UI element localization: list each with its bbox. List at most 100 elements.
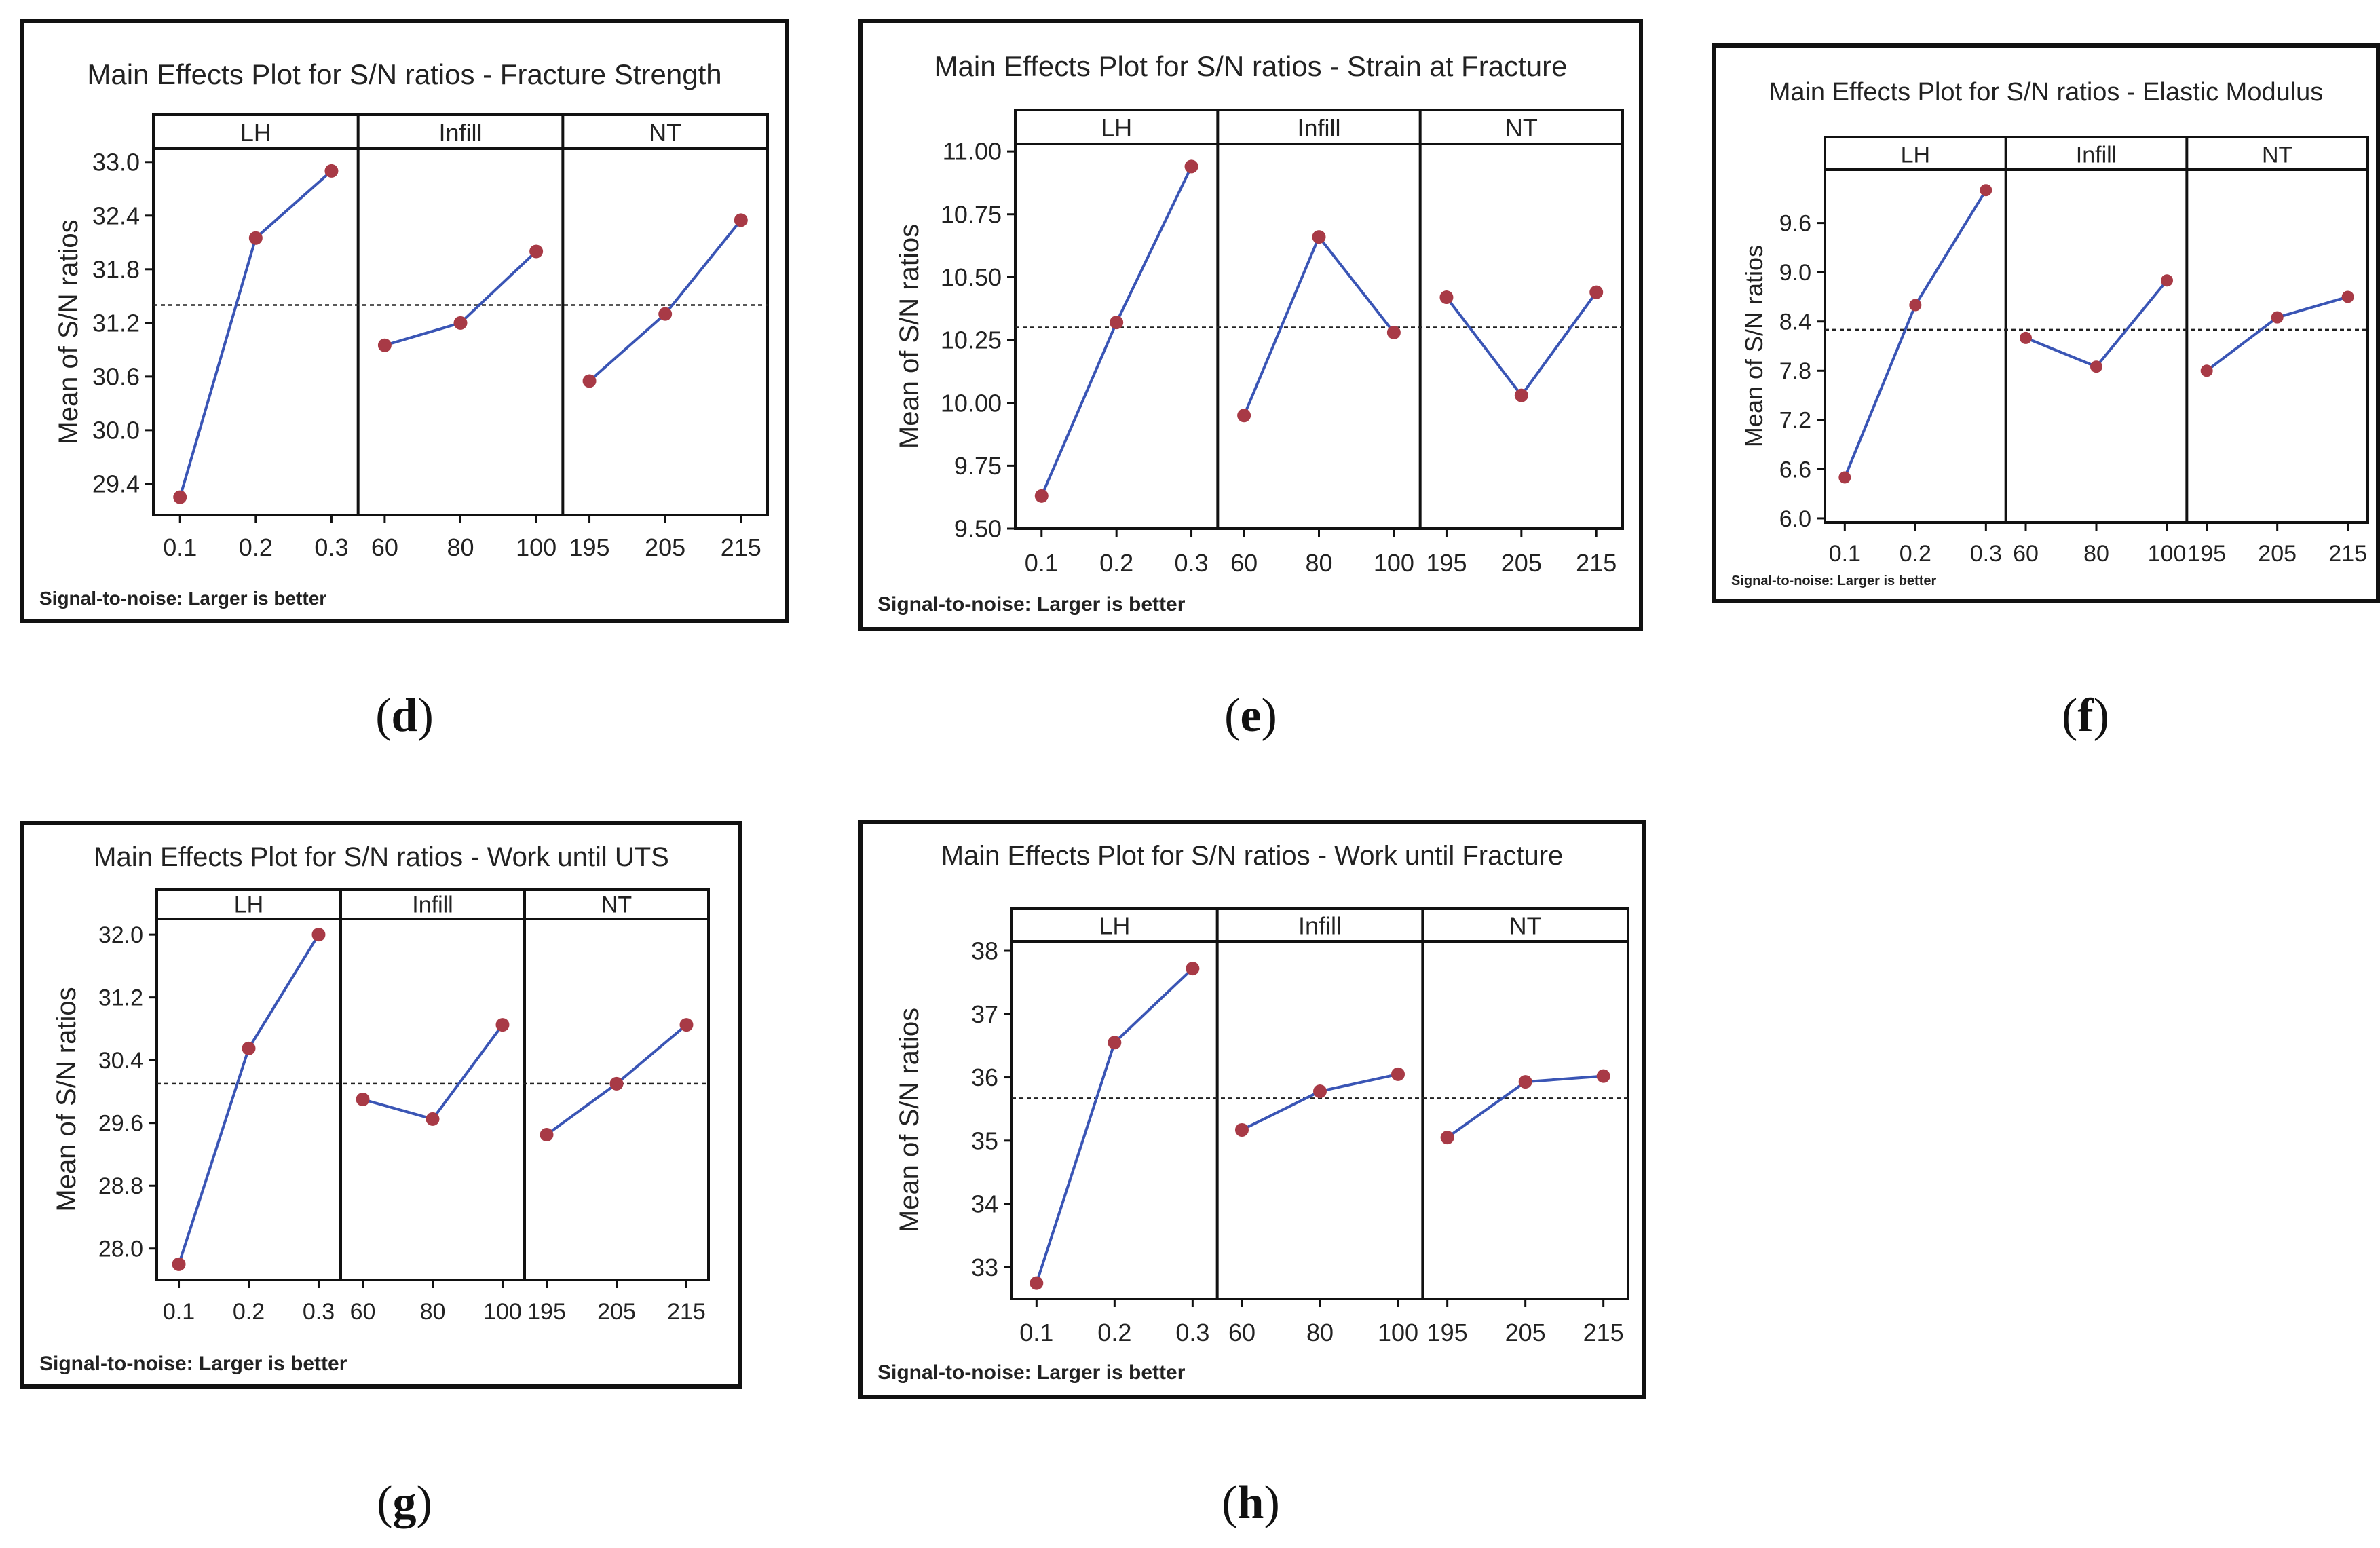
panel-label: Infill (2076, 142, 2117, 168)
data-point (1186, 962, 1200, 976)
panel-label: LH (234, 892, 263, 918)
x-tick-label: 195 (1427, 1319, 1468, 1346)
x-tick-label: 80 (2083, 541, 2109, 567)
y-axis-label: Mean of S/N ratios (894, 224, 924, 449)
y-tick-label: 34 (971, 1190, 998, 1218)
y-tick-label: 38 (971, 937, 998, 965)
data-point (540, 1128, 554, 1142)
data-point (1391, 1067, 1405, 1081)
data-point (609, 1076, 624, 1091)
chart-title: Main Effects Plot for S/N ratios - Strai… (934, 50, 1568, 82)
x-tick-label: 0.1 (1019, 1319, 1053, 1346)
panel-label: Infill (412, 892, 453, 918)
y-tick-label: 28.0 (98, 1236, 143, 1262)
data-point (2020, 331, 2032, 344)
data-point (1514, 388, 1528, 402)
y-tick-label: 36 (971, 1063, 998, 1091)
y-tick-label: 29.4 (92, 470, 140, 498)
y-tick-label: 6.0 (1779, 506, 1811, 532)
data-point (356, 1093, 370, 1106)
panel-header-strip (1824, 136, 2369, 171)
x-tick-label: 215 (1576, 549, 1617, 577)
y-axis-label: Mean of S/N ratios (52, 987, 81, 1211)
x-tick-label: 215 (667, 1299, 706, 1325)
y-tick-label: 10.75 (941, 200, 1002, 228)
x-tick-label: 60 (350, 1299, 376, 1325)
x-tick-label: 60 (2013, 541, 2039, 567)
signal-to-noise-note: Signal-to-noise: Larger is better (1731, 573, 1936, 588)
data-point (2271, 311, 2284, 324)
x-tick-label: 0.2 (1900, 541, 1931, 567)
data-point (1980, 184, 1992, 197)
x-tick-label: 205 (1505, 1319, 1546, 1346)
data-point (1030, 1276, 1044, 1290)
x-tick-label: 0.3 (303, 1299, 335, 1325)
data-point (2341, 290, 2354, 303)
chart-frame-e: Main Effects Plot for S/N ratios - Strai… (858, 19, 1643, 631)
x-tick-label: 80 (447, 533, 474, 561)
chart-title: Main Effects Plot for S/N ratios - Elast… (1769, 78, 2324, 107)
plot-area (1014, 143, 1624, 530)
y-tick-label: 9.6 (1779, 211, 1811, 237)
x-tick-label: 0.3 (314, 533, 348, 561)
y-tick-label: 7.2 (1779, 408, 1811, 434)
data-point (1440, 1131, 1454, 1145)
chart-frame-f: Main Effects Plot for S/N ratios - Elast… (1712, 43, 2380, 603)
data-point (311, 928, 326, 942)
x-tick-label: 195 (2187, 541, 2226, 567)
panel-header-strip (1010, 907, 1629, 943)
data-point (1234, 1122, 1249, 1137)
y-tick-label: 37 (971, 1000, 998, 1028)
x-tick-label: 195 (527, 1299, 566, 1325)
x-tick-label: 205 (645, 533, 685, 561)
y-tick-label: 8.4 (1779, 309, 1811, 335)
data-point (1589, 285, 1604, 299)
y-tick-label: 30.4 (98, 1048, 143, 1074)
x-tick-label: 60 (371, 533, 398, 561)
y-tick-label: 32.0 (98, 922, 143, 948)
y-tick-label: 9.75 (954, 452, 1002, 480)
data-point (1313, 1084, 1327, 1099)
data-point (2090, 360, 2102, 373)
y-tick-label: 9.50 (954, 515, 1002, 543)
chart-frame-g: Main Effects Plot for S/N ratios - Work … (20, 821, 742, 1389)
y-tick-label: 33.0 (92, 148, 140, 176)
x-tick-label: 0.2 (239, 533, 273, 561)
chart-frame-d: Main Effects Plot for S/N ratios - Fract… (20, 19, 789, 623)
plot-area (1824, 168, 2369, 524)
y-tick-label: 6.6 (1779, 457, 1811, 483)
signal-to-noise-note: Signal-to-noise: Larger is better (877, 1361, 1186, 1384)
chart-e: Main Effects Plot for S/N ratios - Strai… (877, 50, 1624, 616)
chart-h: Main Effects Plot for S/N ratios - Work … (877, 841, 1629, 1384)
chart-title: Main Effects Plot for S/N ratios - Fract… (87, 58, 721, 90)
x-tick-label: 215 (721, 533, 761, 561)
y-tick-label: 11.00 (943, 138, 1002, 166)
panel-label: NT (649, 119, 681, 147)
data-point (426, 1112, 440, 1126)
x-tick-label: 100 (1378, 1319, 1418, 1346)
y-tick-label: 31.8 (92, 255, 140, 283)
x-tick-label: 215 (1583, 1319, 1624, 1346)
x-tick-label: 0.2 (1097, 1319, 1131, 1346)
panel-label: Infill (1298, 911, 1342, 939)
data-point (377, 338, 392, 352)
data-point (734, 213, 748, 227)
caption-e: (e) (1224, 690, 1277, 742)
panel-header-strip (1014, 109, 1624, 145)
y-tick-label: 33 (971, 1253, 998, 1281)
y-axis-label: Mean of S/N ratios (894, 1008, 924, 1232)
data-point (324, 164, 339, 178)
data-point (453, 316, 468, 330)
plot-area (152, 147, 769, 516)
panel-label: LH (1099, 911, 1130, 939)
data-point (1909, 299, 1922, 312)
x-tick-label: 0.2 (1099, 549, 1133, 577)
y-tick-label: 9.0 (1779, 260, 1811, 286)
x-tick-label: 60 (1228, 1319, 1255, 1346)
data-point (1108, 1036, 1122, 1050)
y-tick-label: 10.25 (941, 326, 1002, 354)
x-tick-label: 215 (2328, 541, 2367, 567)
data-point (1034, 489, 1049, 503)
x-tick-label: 0.1 (163, 1299, 195, 1325)
x-tick-label: 60 (1230, 549, 1258, 577)
